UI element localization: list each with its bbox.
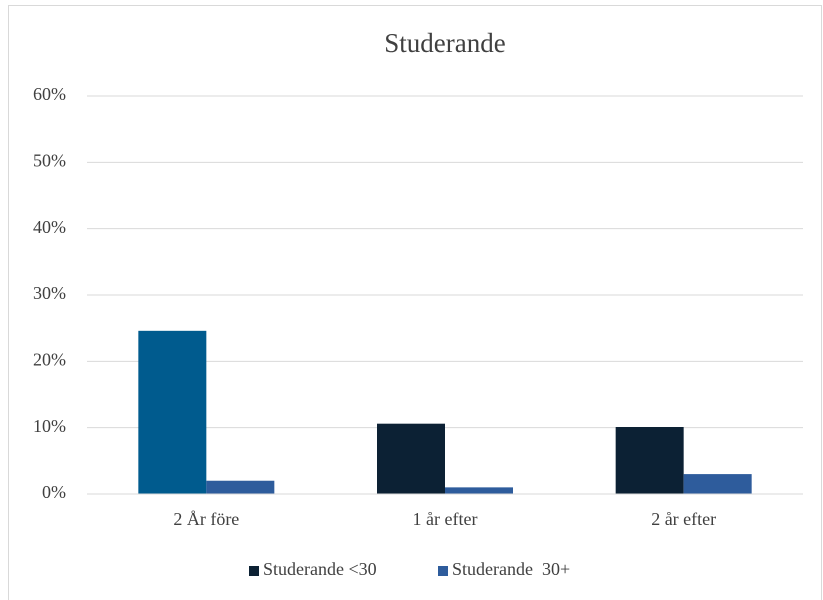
legend-label: Studerande 30+ bbox=[452, 559, 570, 579]
y-tick-label: 60% bbox=[33, 84, 66, 104]
chart-frame bbox=[8, 5, 822, 600]
chart-title: Studerande bbox=[384, 28, 505, 58]
y-tick-label: 10% bbox=[33, 416, 66, 436]
legend-swatch bbox=[438, 566, 448, 576]
y-tick-label: 0% bbox=[42, 482, 66, 502]
bar bbox=[377, 423, 445, 494]
legend-swatch bbox=[249, 566, 259, 576]
x-tick-label: 2 År före bbox=[173, 509, 239, 529]
y-tick-label: 30% bbox=[33, 283, 66, 303]
bar bbox=[206, 480, 275, 494]
bar bbox=[138, 330, 207, 494]
y-tick-label: 40% bbox=[33, 217, 66, 237]
bar bbox=[683, 474, 752, 494]
y-tick-label: 20% bbox=[33, 349, 66, 369]
legend-label: Studerande <30 bbox=[263, 559, 377, 579]
bar bbox=[445, 487, 513, 494]
x-tick-label: 2 år efter bbox=[651, 509, 716, 529]
bar bbox=[615, 427, 684, 494]
y-tick-label: 50% bbox=[33, 150, 66, 170]
x-tick-label: 1 år efter bbox=[413, 509, 478, 529]
